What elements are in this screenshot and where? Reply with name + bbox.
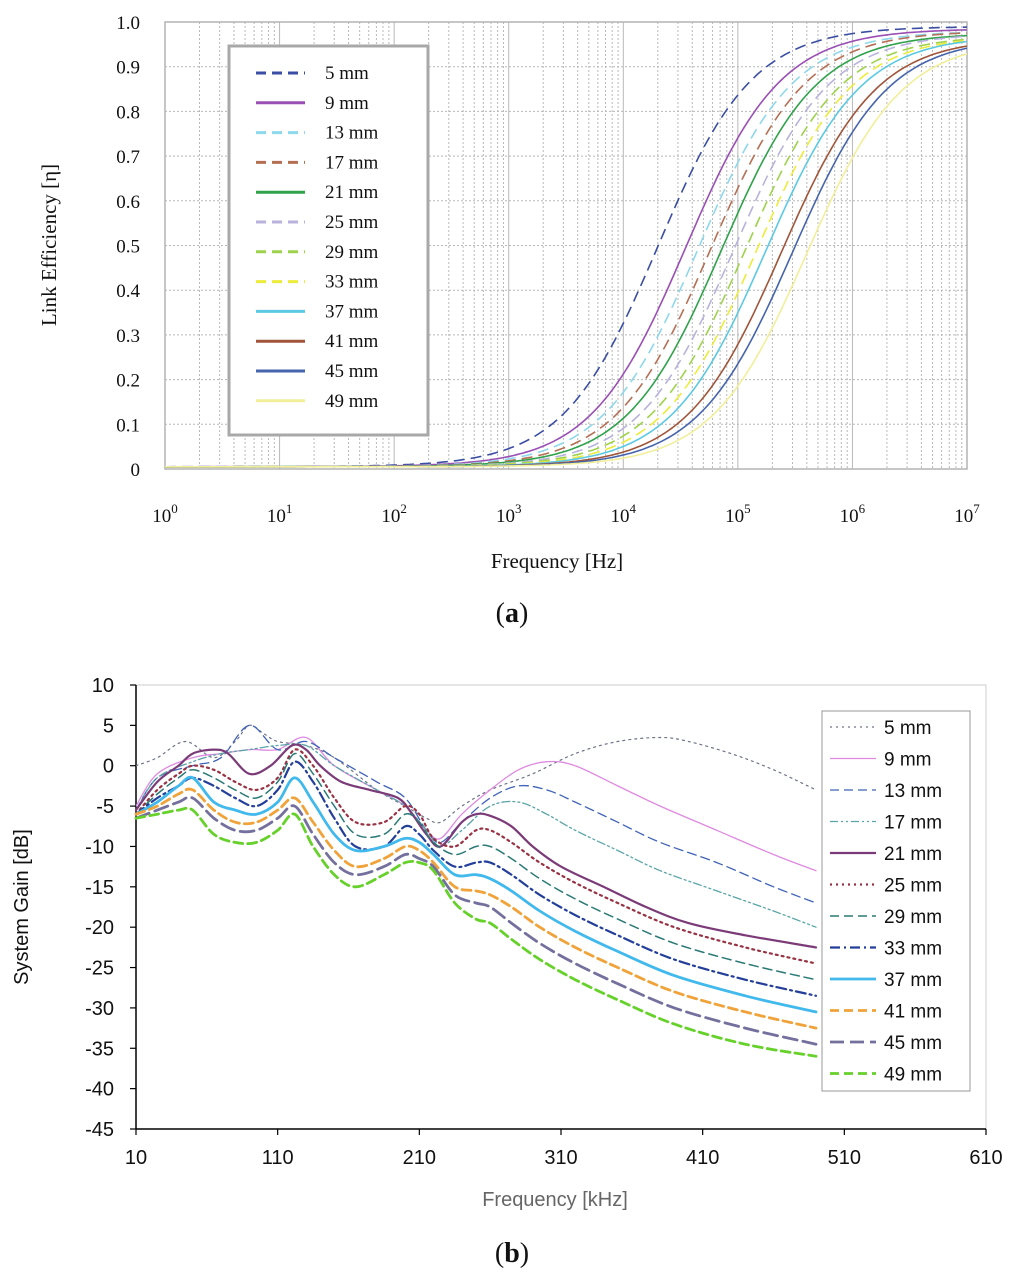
chart-a-legend-label-21-mm: 21 mm — [325, 182, 379, 203]
chart-b-y-tick-label: -10 — [85, 836, 114, 858]
chart-a-x-tick-label: 100 — [152, 501, 178, 527]
chart-a-y-tick-label: 0.1 — [116, 415, 140, 436]
chart-b-legend-label-25-mm: 25 mm — [884, 876, 942, 897]
chart-a-panel-label: (a) — [496, 598, 529, 629]
chart-a-y-tick-label: 0.7 — [116, 147, 140, 168]
chart-a-legend-label-25-mm: 25 mm — [325, 212, 379, 233]
chart-a-x-tick-label: 107 — [954, 501, 980, 527]
chart-b-legend-label-17-mm: 17 mm — [884, 813, 942, 834]
chart-b-x-tick-label: 210 — [403, 1147, 436, 1169]
chart-a-legend: 5 mm 9 mm 13 mm 17 mm 21 mm 25 mm 29 mm 33 mm 37… — [227, 44, 430, 437]
chart-b-y-tick-label: 5 — [103, 715, 114, 737]
chart-a-y-tick-label: 0.4 — [116, 281, 140, 302]
chart-b-y-axis-label: System Gain [dB] — [11, 829, 33, 985]
chart-a-y-tick-label: 0.8 — [116, 102, 140, 123]
chart-a-x-tick-label: 104 — [611, 501, 637, 527]
chart-a-series-33-mm — [165, 39, 968, 468]
chart-b-x-tick-label: 610 — [969, 1147, 1002, 1169]
chart-b-x-tick-label: 110 — [262, 1147, 294, 1169]
chart-b-legend-label-21-mm: 21 mm — [884, 844, 942, 865]
chart-b-series-group — [134, 724, 818, 1058]
chart-b-series-25-mm — [134, 748, 818, 965]
chart-b-y-tick-label: -5 — [96, 796, 114, 818]
chart-a-x-tick-label: 106 — [840, 501, 866, 527]
chart-b-x-ticks: 10 110 210 310 410 510 610 — [125, 1129, 1003, 1169]
chart-a-legend-label-29-mm: 29 mm — [325, 242, 379, 263]
chart-a-y-tick-label: 0.6 — [116, 192, 140, 213]
chart-b-legend-label-41-mm: 41 mm — [884, 1002, 942, 1023]
chart-b-y-tick-label: -40 — [85, 1079, 114, 1101]
chart-b-x-tick-label: 510 — [828, 1147, 861, 1169]
chart-b-legend-label-37-mm: 37 mm — [884, 970, 942, 991]
chart-b-series-21-mm — [134, 743, 818, 949]
chart-a-y-tick-label: 1.0 — [116, 13, 140, 34]
chart-b-series-33-mm — [134, 760, 818, 997]
chart-b-y-tick-label: -45 — [85, 1119, 114, 1141]
chart-a-legend-label-13-mm: 13 mm — [325, 123, 379, 144]
chart-a-plot-frame — [164, 21, 968, 470]
chart-b-series-37-mm — [134, 775, 818, 1014]
chart-a-series-13-mm — [165, 31, 968, 468]
chart-b-series-45-mm — [134, 795, 818, 1046]
chart-a-legend-label-49-mm: 49 mm — [325, 391, 379, 412]
chart-a-y-tick-label: 0.3 — [116, 326, 140, 347]
chart-link-efficiency: 00.10.20.30.40.50.60.70.80.91.0 100 101 10… — [37, 13, 980, 629]
chart-b-y-tick-label: -15 — [85, 877, 114, 899]
chart-a-y-tick-label: 0.9 — [116, 58, 140, 79]
chart-a-x-ticks: 100 101 102 103 104 105 106 107 — [152, 501, 980, 527]
chart-a-legend-label-5-mm: 5 mm — [325, 63, 369, 84]
chart-b-y-tick-label: -25 — [85, 958, 114, 980]
chart-b-series-17-mm — [135, 743, 817, 928]
chart-a-series-group — [165, 26, 968, 468]
chart-b-y-tick-label: -35 — [85, 1038, 114, 1060]
chart-b-x-axis-label: Frequency [kHz] — [482, 1189, 628, 1211]
chart-a-legend-label-33-mm: 33 mm — [325, 272, 379, 293]
chart-a-y-ticks: 0 0.1 0.2 0.3 0.4 0.5 0.6 0.7 0.8 0.9 1.0 — [116, 13, 140, 481]
chart-a-x-axis-label: Frequency [Hz] — [491, 549, 623, 573]
chart-b-legend-label-9-mm: 9 mm — [884, 750, 932, 771]
chart-a-x-tick-label: 102 — [381, 501, 407, 527]
chart-a-legend-label-41-mm: 41 mm — [325, 331, 379, 352]
chart-b-series-49-mm — [134, 806, 818, 1058]
chart-b-x-tick-label: 10 — [125, 1147, 147, 1169]
chart-b-y-tick-label: 10 — [92, 675, 114, 697]
chart-a-series-25-mm — [165, 35, 968, 468]
chart-b-legend-label-13-mm: 13 mm — [884, 781, 942, 802]
chart-b-series-41-mm — [134, 787, 818, 1030]
chart-a-y-axis-label: Link Efficiency [η] — [37, 164, 61, 326]
chart-b-series-9-mm — [135, 736, 817, 872]
chart-b-legend-label-49-mm: 49 mm — [884, 1065, 942, 1086]
chart-a-y-tick-label: 0.2 — [116, 371, 140, 392]
chart-b-series-29-mm — [135, 752, 817, 981]
chart-a-x-tick-label: 101 — [267, 501, 293, 527]
chart-a-series-49-mm — [165, 53, 968, 468]
chart-b-series-5-mm — [135, 724, 817, 824]
chart-b-y-ticks: 10 5 0 -5 -10 -15 -20 -25 -30 -35 -40 -45 — [85, 675, 136, 1141]
chart-a-series-29-mm — [165, 38, 968, 468]
chart-a-y-tick-label: 0 — [131, 460, 141, 481]
chart-b-legend-label-29-mm: 29 mm — [884, 907, 942, 928]
chart-a-series-5-mm — [165, 26, 968, 468]
chart-a-y-tick-label: 0.5 — [116, 237, 140, 258]
chart-b-panel-label: (b) — [495, 1238, 529, 1269]
chart-a-x-tick-label: 103 — [496, 501, 522, 527]
chart-a-legend-label-9-mm: 9 mm — [325, 93, 369, 114]
chart-b-legend: 5 mm 9 mm 13 mm 17 mm 21 mm 25 mm 29 mm 33 mm 37… — [821, 710, 971, 1092]
chart-a-legend-label-17-mm: 17 mm — [325, 152, 379, 173]
chart-b-legend-box — [821, 710, 971, 1092]
chart-b-legend-label-33-mm: 33 mm — [884, 939, 942, 960]
chart-b-y-tick-label: -30 — [85, 998, 114, 1020]
chart-b-legend-label-45-mm: 45 mm — [884, 1033, 942, 1054]
chart-a-legend-label-45-mm: 45 mm — [325, 361, 379, 382]
chart-b-y-tick-label: -20 — [85, 917, 114, 939]
chart-b-y-tick-label: 0 — [103, 756, 114, 778]
chart-b-x-tick-label: 410 — [686, 1147, 719, 1169]
chart-a-x-tick-label: 105 — [725, 501, 751, 527]
chart-b-legend-label-5-mm: 5 mm — [884, 718, 932, 739]
chart-b-x-tick-label: 310 — [544, 1147, 577, 1169]
chart-a-legend-label-37-mm: 37 mm — [325, 301, 379, 322]
